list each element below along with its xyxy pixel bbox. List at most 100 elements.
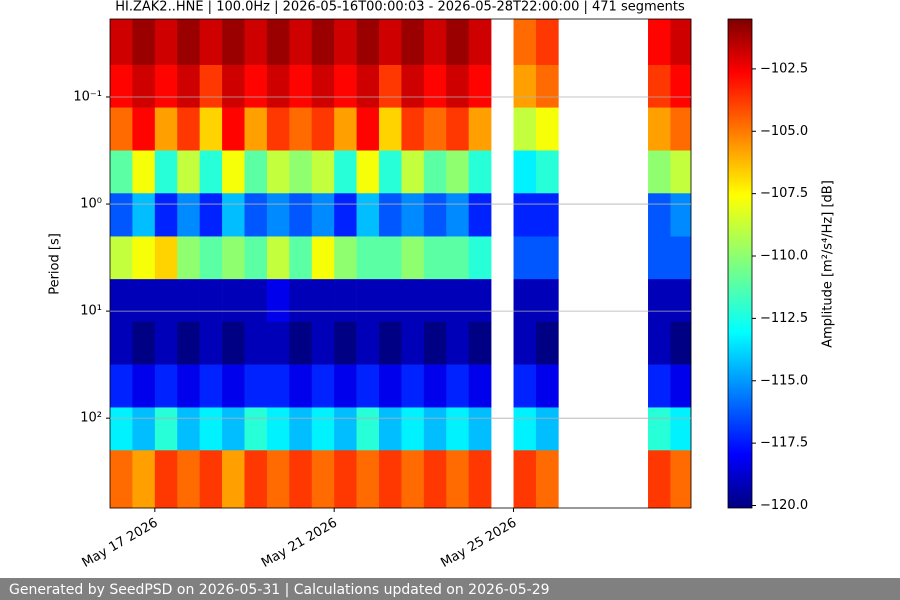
- cell: [334, 364, 357, 408]
- cell: [311, 236, 335, 280]
- cell: [311, 107, 335, 151]
- cell: [468, 150, 492, 194]
- cell: [356, 321, 380, 365]
- cell: [289, 321, 313, 365]
- cell: [199, 150, 223, 194]
- cell: [222, 321, 245, 365]
- cell: [379, 150, 402, 194]
- colorbar-tick-label: −117.5: [760, 436, 808, 451]
- cell: [289, 193, 313, 237]
- cell: [401, 19, 425, 66]
- cell: [334, 450, 357, 509]
- cell: [311, 407, 335, 451]
- cell: [244, 19, 268, 66]
- x-tick-label: May 25 2026: [438, 516, 519, 571]
- cell: [222, 19, 245, 66]
- cell: [513, 364, 537, 408]
- cell: [289, 236, 313, 280]
- cell: [423, 450, 447, 509]
- cell: [535, 321, 559, 365]
- cell: [177, 450, 200, 509]
- cell: [334, 150, 357, 194]
- cell: [244, 364, 268, 408]
- colorbar-tick-label: −107.5: [760, 186, 808, 201]
- cell: [648, 407, 671, 451]
- cell: [513, 321, 537, 365]
- cell: [132, 364, 156, 408]
- cell: [222, 236, 245, 280]
- cell: [289, 450, 313, 509]
- cell: [401, 450, 425, 509]
- cell: [334, 64, 357, 108]
- cell: [401, 321, 425, 365]
- cell: [468, 321, 492, 365]
- cell: [379, 19, 402, 66]
- cell: [244, 107, 268, 151]
- cell: [334, 193, 357, 237]
- cell: [670, 64, 692, 108]
- cell: [154, 107, 178, 151]
- cell: [670, 107, 692, 151]
- cell: [199, 450, 223, 509]
- cell: [446, 64, 469, 108]
- cell: [423, 193, 447, 237]
- cell: [401, 279, 425, 323]
- cell: [446, 150, 469, 194]
- cell: [670, 279, 692, 323]
- cell: [110, 19, 133, 66]
- cell: [110, 450, 133, 509]
- cell: [379, 64, 402, 108]
- cell: [468, 64, 492, 108]
- cell: [468, 193, 492, 237]
- cell: [423, 150, 447, 194]
- cell: [222, 107, 245, 151]
- cell: [513, 107, 537, 151]
- cell: [266, 236, 290, 280]
- cell: [401, 407, 425, 451]
- cell: [513, 150, 537, 194]
- cell: [177, 150, 200, 194]
- cell: [401, 64, 425, 108]
- cell: [110, 407, 133, 451]
- cell: [401, 150, 425, 194]
- cell: [154, 450, 178, 509]
- cell: [132, 64, 156, 108]
- cell: [446, 364, 469, 408]
- cell: [468, 407, 492, 451]
- cell: [311, 64, 335, 108]
- cell: [446, 407, 469, 451]
- cell: [670, 450, 692, 509]
- cell: [244, 407, 268, 451]
- cell: [535, 64, 559, 108]
- cell: [154, 64, 178, 108]
- cell: [132, 279, 156, 323]
- cell: [535, 150, 559, 194]
- footer-text: Generated by SeedPSD on 2026-05-31 | Cal…: [9, 582, 550, 598]
- cell: [648, 107, 671, 151]
- cell: [177, 407, 200, 451]
- cell: [648, 19, 671, 66]
- cell: [199, 321, 223, 365]
- cell: [311, 450, 335, 509]
- cell: [266, 279, 290, 323]
- cell: [199, 193, 223, 237]
- cell: [446, 279, 469, 323]
- cell: [535, 236, 559, 280]
- cell: [535, 193, 559, 237]
- cell: [199, 279, 223, 323]
- cell: [423, 364, 447, 408]
- cell: [132, 107, 156, 151]
- cell: [334, 236, 357, 280]
- cell: [244, 193, 268, 237]
- cell: [423, 19, 447, 66]
- cell: [199, 364, 223, 408]
- cell: [379, 279, 402, 323]
- cell: [356, 364, 380, 408]
- cell: [401, 236, 425, 280]
- cell: [446, 193, 469, 237]
- cell: [311, 279, 335, 323]
- cell: [289, 150, 313, 194]
- colorbar-label: Amplitude [m²/s⁴/Hz] [dB]: [821, 180, 836, 348]
- cell: [379, 107, 402, 151]
- cell: [110, 107, 133, 151]
